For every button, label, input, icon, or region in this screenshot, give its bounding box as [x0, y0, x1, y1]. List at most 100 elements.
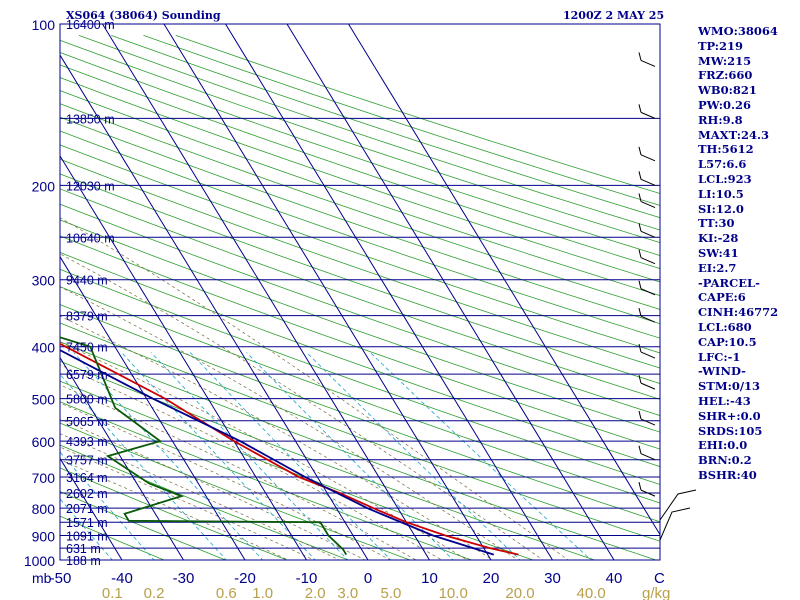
index-row: BSHR:40	[698, 467, 757, 482]
plot-frame	[59, 23, 661, 561]
wind-barb-feather	[638, 280, 642, 289]
pressure-tick-label: 900	[32, 529, 56, 545]
mixing-ratio-tick-label: 1.0	[252, 585, 273, 600]
index-row: LCL:680	[698, 319, 752, 334]
temperature-tick-label: -20	[234, 570, 256, 587]
dry-adiabat	[60, 422, 412, 560]
mixing-ratio-tick-label: 5.0	[380, 585, 401, 600]
height-label: 12030 m	[66, 179, 115, 193]
pressure-tick-label: 400	[32, 340, 56, 356]
moist-adiabat	[60, 315, 494, 560]
dry-adiabat	[60, 286, 660, 504]
wind-barb	[640, 257, 656, 265]
index-row: -WIND-	[698, 364, 746, 379]
dry-adiabat	[60, 341, 658, 560]
index-row: FRZ:660	[698, 68, 753, 83]
index-row: TT:30	[698, 216, 735, 231]
dry-adiabat	[60, 251, 660, 468]
mixing-ratio-line	[60, 373, 227, 560]
mixing-ratio-tick-label: 0.2	[144, 585, 165, 600]
height-label: 1571 m	[66, 516, 108, 530]
dry-adiabat	[60, 401, 473, 560]
index-row: TH:5612	[698, 142, 754, 157]
moist-adiabat	[60, 286, 519, 560]
index-row: WMO:38064	[698, 24, 778, 38]
wind-barb	[640, 418, 656, 426]
wind-barb	[640, 489, 656, 497]
height-label: 3757 m	[66, 454, 108, 468]
wind-barb	[640, 315, 656, 323]
temperature-tick-label: 10	[421, 570, 438, 587]
index-row: EHI:0.0	[698, 438, 748, 453]
index-row: SI:12.0	[698, 201, 744, 216]
dry-adiabat	[60, 360, 596, 560]
mixing-ratio-line	[60, 451, 155, 560]
pressure-tick-label: 700	[32, 470, 56, 486]
dry-adiabat	[60, 219, 660, 433]
mixing-ratio-tick-label: 3.0	[337, 585, 358, 600]
isotherm-line	[60, 154, 307, 560]
wind-barb	[640, 111, 656, 119]
dry-adiabat	[60, 130, 660, 339]
pressure-tick-label: 500	[32, 392, 56, 408]
isotherms	[60, 24, 660, 560]
wind-barb-low	[659, 489, 697, 521]
height-label: 13850 m	[66, 112, 115, 126]
index-row: CINH:46772	[698, 305, 779, 320]
height-label: 3164 m	[66, 471, 108, 485]
wind-barb-feather	[638, 104, 642, 113]
height-label: 8379 m	[66, 310, 108, 324]
index-row: SRDS:105	[698, 423, 763, 438]
profile-line	[60, 342, 519, 556]
index-row: L57:6.6	[698, 157, 747, 172]
isotherm-line	[163, 24, 492, 560]
temperature-tick-label: 0	[364, 570, 372, 587]
height-label: 2602 m	[66, 487, 108, 501]
dry-adiabat	[60, 144, 660, 354]
temperature-tick-label: 20	[483, 570, 500, 587]
pressure-tick-label: 300	[32, 273, 56, 289]
dry-adiabat	[60, 158, 660, 369]
moist-adiabat	[60, 402, 392, 560]
profiles	[60, 336, 519, 556]
dry-adiabats	[60, 35, 660, 560]
index-row: HEL:-43	[698, 393, 751, 408]
pressure-tick-label: 800	[32, 501, 56, 517]
wind-barb	[640, 288, 656, 296]
pressure-tick-label: 200	[32, 178, 56, 194]
dry-adiabat	[60, 64, 660, 270]
height-label: 188 m	[66, 554, 101, 568]
temperature-tick-label: 40	[606, 570, 623, 587]
moist-adiabat	[60, 341, 468, 560]
temperature-tick-label: -40	[111, 570, 133, 587]
index-row: WB0:821	[698, 83, 757, 98]
station-title: XS064 (38064) Sounding	[66, 9, 221, 22]
dry-adiabat	[60, 103, 660, 310]
height-label: 1091 m	[66, 530, 108, 544]
dry-adiabat	[60, 90, 660, 296]
dry-adiabat	[60, 380, 535, 560]
temperature-tick-label: -50	[50, 570, 72, 587]
index-row: LI:10.5	[698, 186, 744, 201]
index-row: CAPE:6	[698, 290, 746, 305]
isotherm-line	[60, 54, 369, 560]
profile-line	[60, 349, 495, 556]
wind-barb-feather	[638, 308, 642, 317]
index-row: -PARCEL-	[698, 275, 760, 290]
wind-barb-feather	[638, 193, 642, 202]
dry-adiabat	[60, 188, 660, 400]
mixing-ratio-unit: g/kg	[642, 585, 670, 600]
mixing-ratio-tick-label: 0.1	[102, 585, 123, 600]
index-row: SHR+:0.0	[698, 408, 761, 423]
pressure-tick-label: 600	[32, 434, 56, 450]
dry-adiabat	[60, 444, 350, 560]
wind-barb-surface	[659, 507, 691, 541]
index-row: TP:219	[698, 38, 744, 53]
isotherm-line	[102, 24, 430, 560]
temperature-tick-label: -30	[173, 570, 195, 587]
wind-barbs	[638, 52, 697, 541]
index-row: PW:0.26	[698, 97, 752, 112]
height-label: 7450 m	[66, 341, 108, 355]
dry-adiabat	[60, 491, 227, 560]
